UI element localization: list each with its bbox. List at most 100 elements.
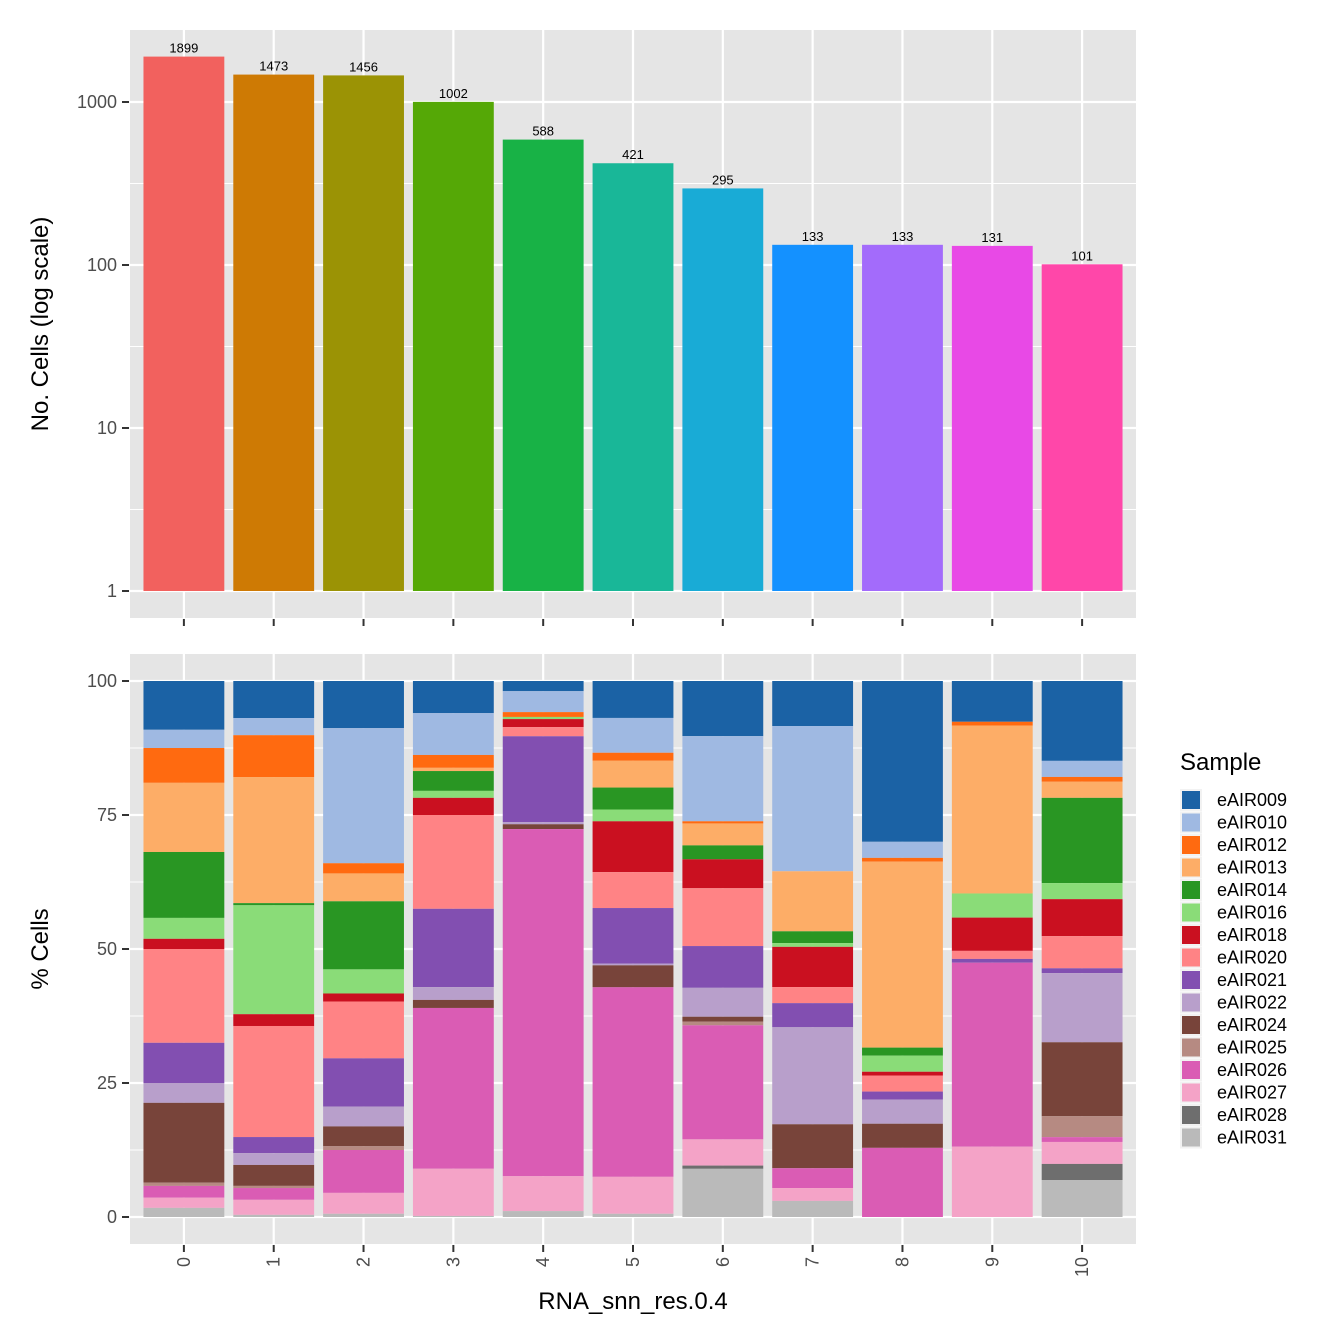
legend-item-eAIR013: eAIR013 (1180, 856, 1287, 879)
segment-eAIR027 (682, 1139, 764, 1166)
legend-label: eAIR016 (1217, 903, 1287, 923)
segment-eAIR014 (1041, 797, 1123, 884)
segment-eAIR026 (862, 1147, 943, 1217)
segment-eAIR022 (233, 1153, 315, 1165)
legend-label: eAIR022 (1217, 993, 1287, 1013)
bar-cluster-8 (862, 244, 943, 591)
x-tick-label: 6 (713, 1257, 733, 1267)
segment-eAIR020 (682, 888, 764, 947)
segment-eAIR027 (951, 1146, 1033, 1217)
segment-eAIR009 (951, 681, 1033, 722)
segment-eAIR021 (502, 736, 584, 823)
segment-eAIR014 (772, 931, 854, 944)
segment-eAIR022 (323, 1106, 404, 1127)
segment-eAIR016 (323, 969, 404, 994)
bottom-x-axis: 0 1 2 3 4 5 6 7 8 9 10 (174, 1245, 1092, 1277)
bar-value-label: 133 (892, 229, 914, 244)
top-y-axis: 1 10 100 1000 (77, 92, 129, 601)
segment-eAIR026 (772, 1168, 854, 1189)
segment-eAIR014 (143, 851, 225, 918)
stacked-bar-cluster-9 (951, 681, 1033, 1217)
segment-eAIR024 (502, 824, 584, 830)
segment-eAIR016 (233, 905, 315, 1015)
segment-eAIR018 (1041, 899, 1123, 937)
segment-eAIR014 (323, 901, 404, 970)
segment-eAIR022 (143, 1083, 225, 1103)
legend-swatch (1182, 993, 1200, 1012)
segment-eAIR018 (412, 797, 494, 815)
segment-eAIR012 (143, 748, 225, 783)
bar-cluster-9 (951, 245, 1033, 592)
segment-eAIR013 (143, 782, 225, 852)
segment-eAIR026 (323, 1150, 404, 1193)
x-tick-label: 7 (803, 1257, 823, 1267)
segment-eAIR009 (862, 681, 943, 842)
segment-eAIR013 (862, 861, 943, 1048)
legend-item-eAIR027: eAIR027 (1180, 1081, 1287, 1104)
x-tick-label: 2 (354, 1257, 374, 1267)
legend-swatch (1182, 858, 1200, 877)
segment-eAIR009 (1041, 681, 1123, 761)
segment-eAIR021 (233, 1137, 315, 1154)
top-y-tick-label: 1 (107, 581, 117, 601)
segment-eAIR014 (412, 771, 494, 791)
segment-eAIR013 (323, 873, 404, 902)
segment-eAIR013 (233, 777, 315, 904)
legend: Sample eAIR009eAIR010eAIR012eAIR013eAIR0… (1180, 749, 1287, 1149)
bar-cluster-2 (323, 75, 404, 592)
legend-swatch (1182, 791, 1200, 809)
legend-label: eAIR026 (1217, 1060, 1287, 1080)
segment-eAIR022 (772, 1027, 854, 1125)
segment-eAIR031 (502, 1211, 584, 1217)
segment-eAIR009 (772, 681, 854, 727)
legend-item-eAIR022: eAIR022 (1180, 991, 1287, 1014)
segment-eAIR031 (233, 1214, 315, 1217)
legend-item-eAIR025: eAIR025 (1180, 1036, 1287, 1059)
legend-swatch (1182, 971, 1200, 989)
legend-swatch (1182, 1083, 1200, 1102)
segment-eAIR009 (502, 681, 584, 692)
segment-eAIR020 (323, 1001, 404, 1059)
segment-eAIR021 (1041, 968, 1123, 974)
segment-eAIR012 (323, 863, 404, 874)
legend-label: eAIR025 (1217, 1038, 1287, 1058)
segment-eAIR020 (1041, 936, 1123, 969)
segment-eAIR014 (862, 1047, 943, 1056)
stacked-bar-cluster-2 (323, 681, 404, 1217)
legend-item-eAIR016: eAIR016 (1180, 901, 1287, 924)
bottom-y-tick-label: 50 (97, 939, 117, 959)
legend-swatch (1182, 1061, 1200, 1079)
segment-eAIR021 (772, 1003, 854, 1028)
legend-label: eAIR031 (1217, 1128, 1287, 1148)
segment-eAIR018 (862, 1071, 943, 1076)
segment-eAIR031 (1041, 1180, 1123, 1217)
segment-eAIR013 (682, 823, 764, 846)
segment-eAIR026 (951, 962, 1033, 1147)
segment-eAIR020 (951, 950, 1033, 959)
top-x-ticks (182, 619, 1084, 626)
legend-label: eAIR009 (1217, 790, 1287, 810)
segment-eAIR027 (233, 1199, 315, 1215)
x-tick-label: 1 (264, 1257, 284, 1267)
segment-eAIR022 (502, 822, 584, 825)
segment-eAIR016 (502, 716, 584, 720)
segment-eAIR027 (143, 1197, 225, 1208)
top-y-tick-label: 10 (97, 418, 117, 438)
segment-eAIR021 (682, 946, 764, 988)
top-y-tick-label: 100 (87, 255, 117, 275)
segment-eAIR013 (412, 767, 494, 772)
segment-eAIR022 (1041, 973, 1123, 1043)
stacked-bar-cluster-4 (502, 681, 584, 1217)
segment-eAIR021 (143, 1042, 225, 1083)
x-tick-label: 10 (1072, 1257, 1092, 1277)
legend-label: eAIR018 (1217, 925, 1287, 945)
bottom-y-tick-label: 25 (97, 1073, 117, 1093)
bottom-stacked-bars (143, 681, 1123, 1217)
segment-eAIR026 (682, 1025, 764, 1140)
segment-eAIR012 (862, 857, 943, 862)
segment-eAIR026 (233, 1188, 315, 1200)
segment-eAIR012 (412, 754, 494, 768)
